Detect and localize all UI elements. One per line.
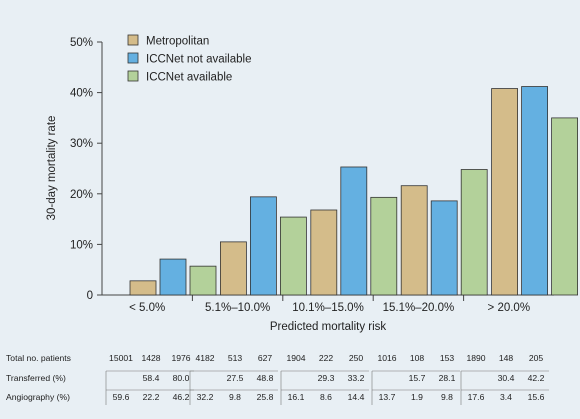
table-cell: 59.6 <box>113 392 130 402</box>
y-tick-label: 20% <box>70 189 93 201</box>
x-category-label: > 20.0% <box>488 302 531 314</box>
table-cell: 46.2 <box>173 392 190 402</box>
legend-swatch <box>127 34 139 46</box>
bar-iccnet-not-available <box>340 166 368 296</box>
table-cell: 205 <box>529 353 544 363</box>
table-cell: 222 <box>319 353 334 363</box>
table-cell: 9.8 <box>441 392 453 402</box>
x-category-label: < 5.0% <box>129 302 165 314</box>
table-cell: 15.7 <box>409 373 426 383</box>
bar-iccnet-available <box>551 117 578 296</box>
legend-label: ICCNet not available <box>146 54 251 66</box>
table-cell: 1016 <box>377 353 396 363</box>
x-axis: < 5.0% 5.1%–10.0% 10.1%–15.0% 15.1%–20.0% > … <box>102 294 554 314</box>
bar-iccnet-not-available <box>430 200 458 296</box>
bar-iccnet-available <box>460 169 488 296</box>
y-tick-label: 50% <box>70 37 93 49</box>
bar-metropolitan <box>491 88 519 296</box>
table-cell: 17.6 <box>468 392 485 402</box>
table-cell: 27.5 <box>227 373 244 383</box>
table-row-label: Total no. patients <box>6 353 71 363</box>
y-axis-title: 30-day mortality rate <box>46 116 58 221</box>
table-cell: 33.2 <box>348 373 365 383</box>
table-cell: 25.8 <box>257 392 274 402</box>
table-cell: 4182 <box>195 353 214 363</box>
x-axis-title: Predicted mortality risk <box>270 321 387 333</box>
table-row-label: Transferred (%) <box>6 373 66 383</box>
table-cell: 30.4 <box>498 373 515 383</box>
bar-metropolitan <box>129 280 157 296</box>
table-cell: 15001 <box>109 353 133 363</box>
bar-metropolitan <box>219 241 247 296</box>
y-tick-label: 10% <box>70 239 93 251</box>
table-cell: 8.6 <box>320 392 332 402</box>
legend-label: ICCNet available <box>146 72 232 84</box>
table-cell: 627 <box>258 353 273 363</box>
y-tick-label: 40% <box>70 88 93 100</box>
y-axis: 0 10% 20% 30% 40% 50% <box>70 37 103 302</box>
table-cell: 1.9 <box>411 392 423 402</box>
table-cell: 3.4 <box>500 392 512 402</box>
table-cell: 58.4 <box>143 373 160 383</box>
table-cell: 15.6 <box>528 392 545 402</box>
table-cell: 32.2 <box>197 392 214 402</box>
table-cell: 148 <box>499 353 514 363</box>
table-cell: 1428 <box>141 353 160 363</box>
x-category-label: 10.1%–15.0% <box>292 302 364 314</box>
bar-metropolitan <box>400 185 428 296</box>
y-tick-label: 0 <box>87 290 93 302</box>
bar-iccnet-available <box>279 216 307 296</box>
table-cell: 513 <box>228 353 243 363</box>
bar-iccnet-available <box>370 196 398 296</box>
summary-table: Total no. patients 15001 1428 1976 4182 513 62… <box>6 353 549 405</box>
y-tick-label: 30% <box>70 138 93 150</box>
table-cell: 153 <box>440 353 455 363</box>
table-cell: 29.3 <box>318 373 335 383</box>
table-cell: 13.7 <box>379 392 396 402</box>
legend-swatch <box>127 70 139 82</box>
legend-swatch <box>127 52 139 64</box>
table-cell: 22.2 <box>143 392 160 402</box>
table-cell: 42.2 <box>528 373 545 383</box>
table-cell: 14.4 <box>348 392 365 402</box>
legend: Metropolitan ICCNet not available ICCNet a… <box>127 34 251 84</box>
table-cell: 28.1 <box>439 373 456 383</box>
table-cell: 250 <box>349 353 364 363</box>
bars <box>129 86 578 296</box>
table-cell: 80.0 <box>173 373 190 383</box>
table-cell: 1904 <box>286 353 305 363</box>
x-category-label: 5.1%–10.0% <box>205 302 270 314</box>
legend-label: Metropolitan <box>146 36 209 48</box>
table-cell: 48.8 <box>257 373 274 383</box>
table-cell: 9.8 <box>229 392 241 402</box>
bar-metropolitan <box>310 209 338 296</box>
table-cell: 108 <box>410 353 425 363</box>
bar-iccnet-not-available <box>249 196 277 296</box>
bar-iccnet-not-available <box>521 86 548 296</box>
table-cell: 1976 <box>171 353 190 363</box>
table-row-label: Angiography (%) <box>6 392 70 402</box>
table-cell: 16.1 <box>288 392 305 402</box>
bar-iccnet-available <box>189 265 217 296</box>
x-category-label: 15.1%–20.0% <box>383 302 455 314</box>
table-cell: 1890 <box>466 353 485 363</box>
bar-iccnet-not-available <box>159 258 187 296</box>
